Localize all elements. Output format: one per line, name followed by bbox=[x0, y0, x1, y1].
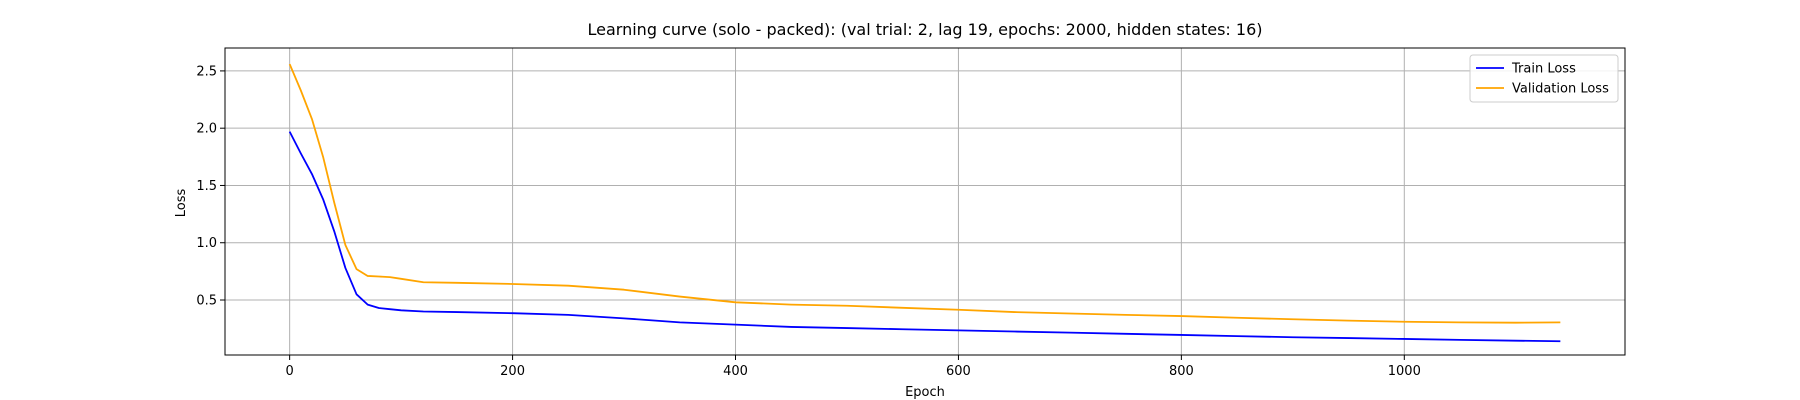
legend: Train Loss Validation Loss bbox=[1469, 54, 1619, 103]
legend-label: Train Loss bbox=[1511, 62, 1576, 77]
legend-box bbox=[1469, 54, 1619, 103]
series-group bbox=[288, 63, 1561, 343]
y-tick-label: 0.5 bbox=[196, 294, 217, 309]
train-loss-line bbox=[288, 131, 1561, 343]
x-tick-label: 0 bbox=[286, 364, 294, 379]
x-axis-ticks: 0 200 400 600 800 1000 bbox=[286, 355, 1421, 379]
x-tick-label: 1000 bbox=[1388, 364, 1421, 379]
y-tick-label: 2.5 bbox=[196, 64, 217, 79]
y-tick-label: 2.0 bbox=[196, 122, 217, 137]
x-tick-label: 400 bbox=[723, 364, 748, 379]
plot-frame bbox=[224, 47, 1626, 356]
x-axis-label: Epoch bbox=[905, 385, 945, 400]
y-tick-label: 1.5 bbox=[196, 179, 217, 194]
chart-title: Learning curve (solo - packed): (val tri… bbox=[588, 20, 1263, 39]
legend-label: Validation Loss bbox=[1512, 82, 1609, 97]
grid-lines bbox=[225, 48, 1625, 355]
x-tick-label: 800 bbox=[1169, 364, 1194, 379]
y-axis-label: Loss bbox=[174, 189, 189, 218]
y-axis-ticks: 0.5 1.0 1.5 2.0 2.5 bbox=[196, 64, 225, 309]
y-tick-label: 1.0 bbox=[196, 236, 217, 251]
x-tick-label: 600 bbox=[946, 364, 971, 379]
validation-loss-line bbox=[288, 63, 1561, 324]
x-tick-label: 200 bbox=[500, 364, 525, 379]
